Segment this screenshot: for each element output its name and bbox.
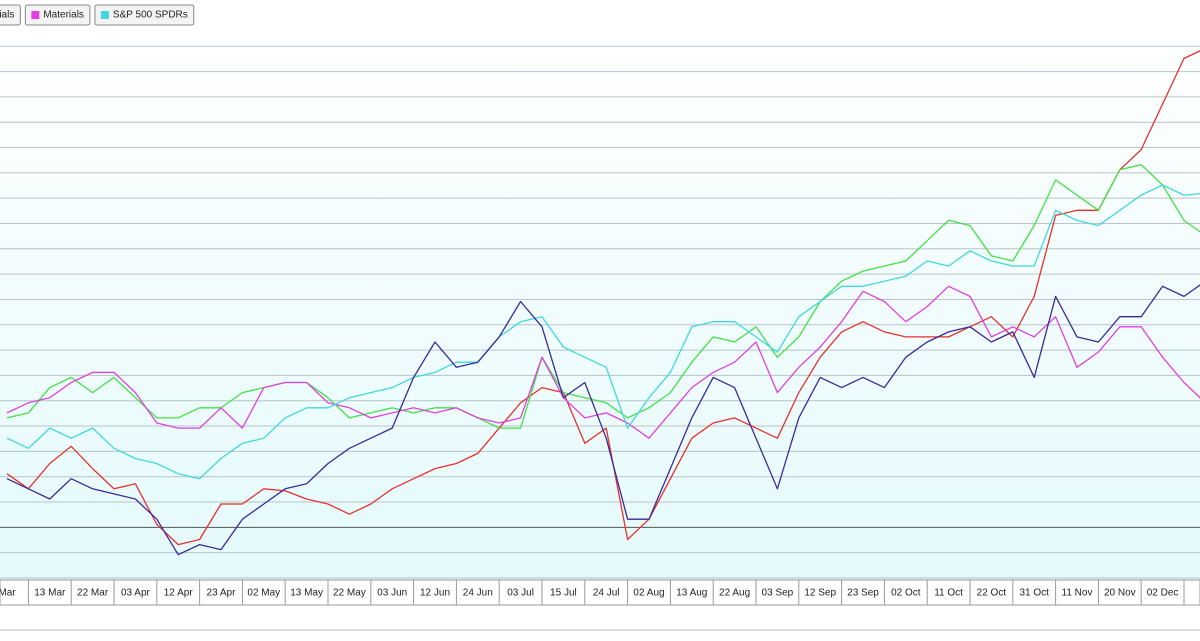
x-tick-label: Mar [0,588,16,599]
x-tick-label: 02 Oct [891,588,921,599]
x-tick-label: 03 Apr [121,588,151,599]
series-line [6,164,1200,429]
legend-item[interactable]: rials [0,4,21,26]
series-line [6,285,1200,439]
legend-button[interactable] [0,4,21,26]
series-line [6,184,1200,480]
legend-button[interactable] [94,4,195,26]
x-tick-label: 15 Jul [550,588,577,599]
legend-label[interactable]: Materials [43,10,84,21]
x-tick-label: 02 Dec [1147,588,1179,599]
x-tick-label: 31 Oct [1019,588,1049,599]
x-tick-label: 12 Sep [804,588,836,599]
legend-swatch [100,11,109,19]
x-tick-label: 20 Nov [1104,588,1136,599]
legend-item[interactable]: Materials [24,4,91,26]
plot-area [0,27,1200,580]
x-tick-label: 23 Apr [207,588,237,599]
x-tick-label: 22 Oct [977,588,1007,599]
x-tick-label: 13 Mar [34,588,66,599]
legend-label[interactable]: rials [0,10,14,21]
x-tick-label: 23 Sep [847,588,879,599]
x-tick-label: 03 Sep [762,588,794,599]
x-tick-label: 13 May [290,588,323,599]
x-tick-label: 22 Mar [77,588,109,599]
legend-swatch [31,11,40,19]
x-tick-label: 02 May [247,588,280,599]
x-tick-label: 11 Nov [1062,588,1093,599]
legend-button[interactable] [24,4,91,26]
x-tick-label: 03 Jun [377,588,407,599]
x-tick-label: 24 Jun [463,588,493,599]
x-tick-label: 12 Jun [420,588,450,599]
x-tick-label: 24 Jul [593,588,620,599]
x-tick-label: 22 Aug [719,588,750,599]
series-line [6,284,1200,556]
x-tick-label: 02 Aug [633,588,664,599]
x-tick-label: 11 Oct [934,588,963,599]
x-tick-label: 03 Jul [507,588,534,599]
legend-label[interactable]: S&P 500 SPDRs [113,10,188,21]
x-tick-label: 13 Aug [676,588,707,599]
x-tick-label: 12 Apr [164,588,194,599]
legend-item[interactable]: S&P 500 SPDRs [94,4,195,26]
x-tick-label: 22 May [333,588,366,599]
